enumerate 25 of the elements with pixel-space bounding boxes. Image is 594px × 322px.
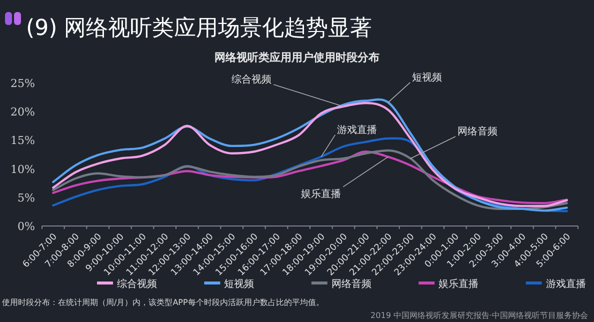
annotation: 娱乐直播 (301, 156, 389, 200)
annotation: 游戏直播 (337, 124, 378, 136)
annotation: 游戏直播 (320, 124, 378, 158)
annotation: 网络音频 (410, 126, 498, 159)
legend-label: 网络音频 (331, 278, 372, 290)
legend-label: 娱乐直播 (438, 278, 479, 290)
legend-label: 综合视频 (117, 278, 157, 290)
annotation: 综合视频 (232, 74, 344, 107)
y-tick-label: 5% (18, 191, 35, 204)
y-tick-label: 25% (10, 77, 35, 90)
legend-label: 游戏直播 (546, 278, 586, 290)
y-tick-label: 15% (10, 134, 35, 148)
y-tick-label: 10% (10, 162, 35, 176)
y-tick-label: 20% (10, 106, 35, 119)
annotation: 网络音频 (458, 126, 498, 138)
chart-title: (9) 网络视听类应用场景化趋势显著 (26, 16, 372, 41)
chart-subtitle: 网络视听类应用用户使用时段分布 (214, 51, 380, 64)
text: 使用时段分布：在统计周期（周/月）内，该类型APP每个时段内活跃用户数占比的平均值。 (2, 298, 324, 307)
annotation: 综合视频 (232, 73, 272, 86)
legend-label: 短视频 (224, 278, 254, 290)
text: 2019 中国网络视听发展研究报告·中国网络视听节目服务协会 (370, 311, 588, 320)
annotation: 娱乐直播 (301, 188, 342, 200)
annotation: 短视频 (388, 72, 442, 103)
annotation: 短视频 (412, 71, 442, 84)
y-tick-label: 0% (18, 220, 35, 233)
